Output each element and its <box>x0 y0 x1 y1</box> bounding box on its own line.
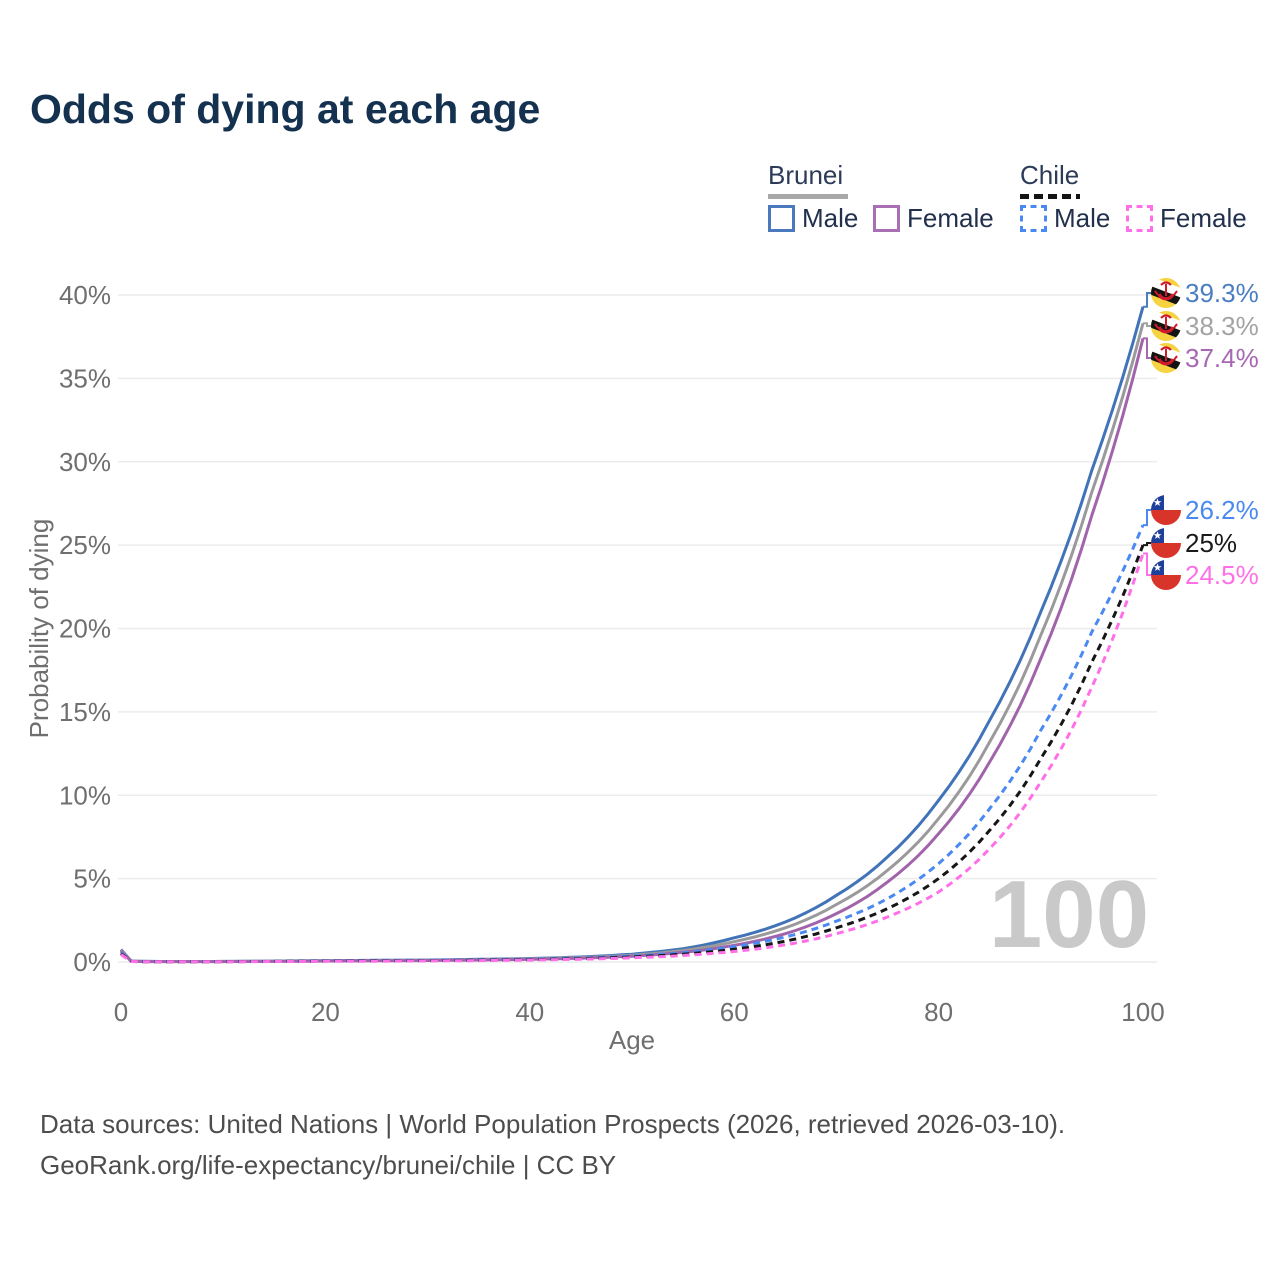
x-tick-label: 0 <box>114 997 128 1027</box>
legend-item-chile-male[interactable]: Male <box>1020 203 1110 234</box>
chile-flag-icon <box>1151 528 1181 558</box>
legend-label: Male <box>1054 203 1111 233</box>
y-tick-label: 30% <box>59 447 111 477</box>
x-tick-label: 20 <box>311 997 340 1027</box>
brunei-female-swatch-icon <box>873 205 900 232</box>
label-connector-brunei-both <box>1143 322 1151 327</box>
source-url-text[interactable]: GeoRank.org/life-expectancy/brunei/chile… <box>40 1150 617 1180</box>
legend-label: Male <box>802 203 859 233</box>
brunei-male-swatch-icon <box>768 205 795 232</box>
chile-flag-icon <box>1151 495 1181 525</box>
label-connector-brunei-female <box>1143 337 1151 359</box>
y-tick-label: 40% <box>59 280 111 310</box>
end-value-label-chile-both: 25% <box>1185 528 1237 558</box>
chile-male-swatch-icon <box>1020 205 1047 232</box>
x-tick-label: 80 <box>924 997 953 1027</box>
label-connector-brunei-male <box>1143 292 1151 308</box>
chile-flag-icon <box>1151 560 1181 590</box>
chile-linestyle-swatch <box>1020 194 1080 199</box>
mortality-line-chart: 0% 5% 10% 15% 20% 25% 30% 35% 40% 0 20 40 60 80 100 Age… <box>24 278 1259 1055</box>
brunei-flag-icon <box>1151 311 1181 341</box>
end-value-label-brunei-male: 39.3% <box>1185 278 1259 308</box>
x-tick-label: 100 <box>1121 997 1164 1027</box>
y-tick-label: 10% <box>59 780 111 810</box>
page-title: Odds of dying at each age <box>30 86 541 132</box>
label-connector-chile-female <box>1143 552 1151 576</box>
x-axis-title: Age <box>609 1025 655 1055</box>
legend-country-label-chile: Chile <box>1020 160 1080 190</box>
brunei-linestyle-swatch <box>768 194 848 199</box>
y-tick-label: 20% <box>59 614 111 644</box>
y-tick-label: 35% <box>59 363 111 393</box>
y-tick-label: 25% <box>59 530 111 560</box>
end-value-label-chile-male: 26.2% <box>1185 495 1259 525</box>
chile-female-swatch-icon <box>1126 205 1153 232</box>
label-connector-chile-both <box>1143 542 1151 547</box>
end-value-label-brunei-female: 37.4% <box>1185 343 1259 373</box>
series-line-chile-female[interactable] <box>120 553 1145 964</box>
y-tick-label: 15% <box>59 697 111 727</box>
footer: Data sources: United Nations | World Pop… <box>40 1104 1065 1186</box>
legend-item-chile-female[interactable]: Female <box>1126 203 1247 234</box>
age-counter-watermark: 100 <box>989 861 1149 968</box>
data-sources-text: Data sources: United Nations | World Pop… <box>40 1109 1066 1139</box>
end-value-label-brunei-both: 38.3% <box>1185 311 1259 341</box>
y-tick-label: 0% <box>73 947 111 977</box>
x-tick-label: 40 <box>515 997 544 1027</box>
y-tick-label: 5% <box>73 864 111 894</box>
legend-group-brunei-header: Brunei <box>768 160 848 199</box>
legend-item-brunei-male[interactable]: Male <box>768 203 858 234</box>
brunei-flag-icon <box>1151 278 1181 308</box>
legend-label: Female <box>907 203 994 233</box>
label-connector-chile-male <box>1143 509 1151 527</box>
legend-country-label-brunei: Brunei <box>768 160 844 190</box>
y-axis-title: Probability of dying <box>24 519 54 739</box>
x-tick-label: 60 <box>720 997 749 1027</box>
legend-item-brunei-female[interactable]: Female <box>873 203 994 234</box>
legend-group-chile-header: Chile <box>1020 160 1080 199</box>
end-value-label-chile-female: 24.5% <box>1185 560 1259 590</box>
brunei-flag-icon <box>1151 343 1181 373</box>
legend-label: Female <box>1160 203 1247 233</box>
